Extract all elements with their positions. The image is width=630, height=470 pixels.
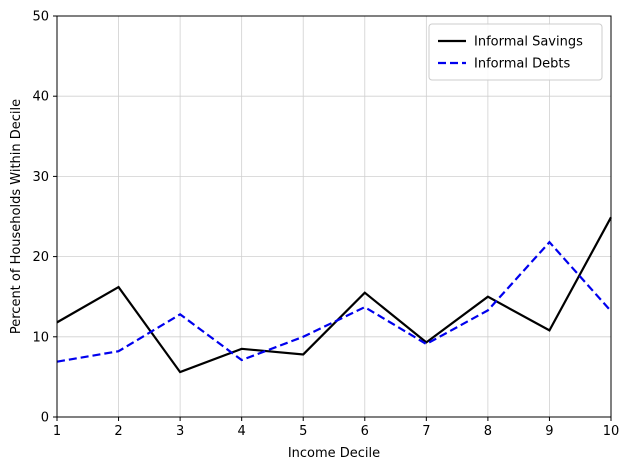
y-tick-label: 10 xyxy=(32,330,49,345)
y-tick-label: 30 xyxy=(32,170,49,185)
x-axis-label: Income Decile xyxy=(288,446,380,461)
x-axis: 1 2 3 4 5 6 7 8 9 10 xyxy=(53,417,619,439)
x-tick-label: 3 xyxy=(176,424,184,439)
legend-label: Informal Savings xyxy=(474,35,583,50)
x-tick-label: 9 xyxy=(545,424,553,439)
x-tick-label: 4 xyxy=(238,424,246,439)
series-line-2 xyxy=(56,240,612,363)
y-tick-label: 0 xyxy=(41,411,49,426)
legend-box xyxy=(428,23,603,81)
series-line-1 xyxy=(56,216,612,374)
plot-frame xyxy=(56,15,612,418)
legend: Informal Savings Informal Debts xyxy=(428,23,603,81)
y-tick-label: 40 xyxy=(32,90,49,105)
y-tick-label: 50 xyxy=(32,10,49,25)
x-tick-label: 10 xyxy=(603,424,620,439)
x-tick-label: 1 xyxy=(53,424,61,439)
x-tick-label: 7 xyxy=(422,424,430,439)
y-axis-label: Percent of Households Within Decile xyxy=(9,99,24,334)
x-tick-label: 8 xyxy=(484,424,492,439)
legend-label: Informal Debts xyxy=(474,57,570,72)
x-tick-label: 6 xyxy=(361,424,369,439)
x-tick-label: 5 xyxy=(299,424,307,439)
y-tick-label: 20 xyxy=(32,250,49,265)
series-lines xyxy=(56,216,612,374)
y-axis: 0 10 20 30 40 50 xyxy=(32,10,57,426)
x-tick-label: 2 xyxy=(114,424,122,439)
